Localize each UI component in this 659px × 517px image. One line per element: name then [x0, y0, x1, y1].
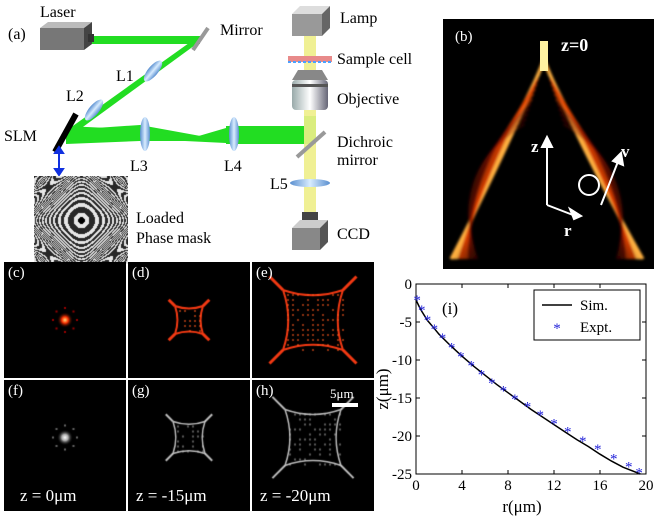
loaded-label-2: Phase mask — [136, 230, 211, 248]
panel-label-g: (g) — [132, 383, 150, 400]
panel-b: (b) z=0 z r v — [443, 19, 654, 269]
x-tick-label: 0 — [412, 478, 420, 494]
sample-cell-icon — [288, 56, 332, 62]
panel-label-b: (b) — [455, 29, 473, 46]
double-arrow-icon — [55, 147, 63, 175]
ccd-label: CCD — [337, 226, 370, 244]
l4-label: L4 — [224, 158, 242, 176]
y-tick-label: -5 — [400, 315, 413, 331]
panel-label-h: (h) — [256, 383, 274, 400]
data-point-expt: * — [610, 451, 618, 467]
legend-label-expt: Expt. — [580, 320, 612, 336]
phase-mask-image — [34, 176, 128, 264]
caption-f: z = 0μm — [20, 486, 76, 506]
l3-label: L3 — [130, 158, 148, 176]
data-point-expt: * — [467, 359, 475, 375]
x-tick-label: 4 — [458, 478, 466, 494]
panel-label-i: (i) — [442, 299, 458, 318]
panel-label-d: (d) — [132, 265, 150, 282]
data-point-expt: * — [524, 400, 532, 416]
y-tick-label: -20 — [392, 429, 412, 445]
chart-i: 0 4 8 12 16 200-5-10-15-20-25 ********** ** ***… — [376, 272, 659, 517]
data-point-expt: * — [448, 340, 456, 356]
laser-beam — [66, 36, 316, 144]
scalebar — [332, 403, 358, 407]
l1-label: L1 — [116, 68, 134, 86]
lamp-icon — [292, 6, 330, 36]
objective-icon — [292, 70, 328, 110]
sample-cell-label: Sample cell — [337, 51, 412, 69]
axis-r-label: r — [564, 221, 572, 241]
data-point-expt: * — [439, 331, 447, 347]
ccd-icon — [292, 212, 328, 250]
x-tick-label: 16 — [593, 478, 609, 494]
slm-label: SLM — [4, 128, 37, 146]
data-point-expt: * — [511, 392, 519, 408]
y-tick-label: 0 — [405, 277, 413, 293]
data-point-expt: * — [564, 425, 572, 441]
data-point-expt: * — [500, 384, 508, 400]
legend-label-sim: Sim. — [580, 298, 608, 314]
legend-marker-expt: * — [553, 321, 561, 337]
data-point-expt: * — [625, 460, 633, 476]
laser-icon — [40, 22, 94, 50]
lens-l5-icon — [290, 179, 330, 187]
caption-h: z = -20μm — [260, 486, 331, 506]
axis-v-label: v — [621, 142, 630, 162]
dichroic-label-2: mirror — [337, 152, 378, 170]
laser-label: Laser — [40, 4, 76, 22]
lens-l1-icon — [141, 58, 165, 84]
panel-label-a: (a) — [8, 26, 26, 44]
panel-label-e: (e) — [256, 265, 273, 282]
panel-label-c: (c) — [8, 265, 25, 282]
panel-d: (d) — [128, 262, 250, 378]
data-point-expt: * — [488, 376, 496, 392]
panel-c: (c) — [4, 262, 126, 378]
data-point-expt: * — [579, 434, 587, 450]
data-point-expt: * — [536, 408, 544, 424]
data-point-expt: * — [478, 368, 486, 384]
data-point-expt: * — [594, 442, 602, 458]
panel-f: (f) z = 0μm — [4, 380, 126, 511]
mirror-label: Mirror — [220, 22, 263, 40]
x-tick-label: 12 — [547, 478, 562, 494]
objective-label: Objective — [337, 91, 399, 109]
lens-l4-icon — [229, 117, 239, 151]
x-tick-label: 8 — [504, 478, 512, 494]
y-tick-label: -15 — [392, 391, 412, 407]
data-point-expt: * — [550, 416, 558, 432]
z0-title: z=0 — [561, 35, 588, 56]
x-axis-label: r(μm) — [502, 497, 541, 516]
l2-label: L2 — [66, 88, 84, 106]
y-tick-label: -10 — [392, 353, 412, 369]
panel-h: (h) z = -20μm 5μm — [252, 380, 374, 511]
panel-g: (g) z = -15μm — [128, 380, 250, 511]
lens-l3-icon — [140, 117, 150, 151]
data-point-expt: * — [431, 322, 439, 338]
loaded-label-1: Loaded — [136, 210, 184, 228]
lamp-label: Lamp — [340, 10, 377, 28]
y-axis-label: z(μm) — [376, 368, 392, 409]
data-point-expt: * — [635, 466, 643, 482]
legend: Sim. * Expt. — [534, 290, 640, 340]
data-point-expt: * — [457, 349, 465, 365]
panel-label-f: (f) — [8, 383, 23, 400]
dichroic-label-1: Dichroic — [337, 134, 393, 152]
y-tick-label: -25 — [392, 467, 412, 483]
panel-e: (e) — [252, 262, 374, 378]
caption-g: z = -15μm — [136, 486, 207, 506]
scalebar-label: 5μm — [330, 386, 354, 402]
axis-z-label: z — [531, 137, 539, 157]
l5-label: L5 — [270, 176, 288, 194]
